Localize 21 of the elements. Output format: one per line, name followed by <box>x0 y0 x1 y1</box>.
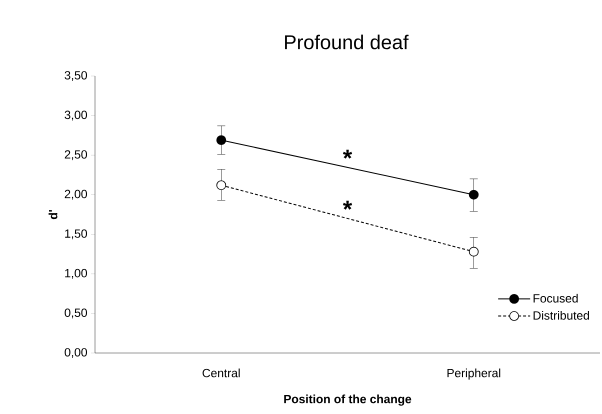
y-tick-label: 2,50 <box>64 150 88 160</box>
x-tick-label: Central <box>202 368 240 378</box>
legend-label: Distributed <box>534 310 589 320</box>
y-tick-label: 0,50 <box>64 308 88 318</box>
annotation: * <box>342 200 352 210</box>
point <box>216 180 226 190</box>
y-tick-label: 0,00 <box>64 348 88 358</box>
annotation: * <box>342 150 352 159</box>
x-tick-label: Peripheral <box>447 368 500 380</box>
x-axis-title: Position of the change <box>284 394 412 406</box>
point <box>216 135 226 146</box>
y-tick-label: 1,00 <box>65 268 88 279</box>
legend-label: Focused <box>534 294 578 303</box>
chart-title: Profound deaf <box>285 34 409 50</box>
point <box>468 190 479 200</box>
point <box>468 246 479 257</box>
y-axis-title: d' <box>48 210 58 220</box>
y-tick-label: 2,00 <box>64 190 88 200</box>
y-tick-label: 1,50 <box>65 229 88 240</box>
y-tick-label: 3,00 <box>64 110 88 121</box>
y-tick-label: 3,50 <box>64 71 88 81</box>
